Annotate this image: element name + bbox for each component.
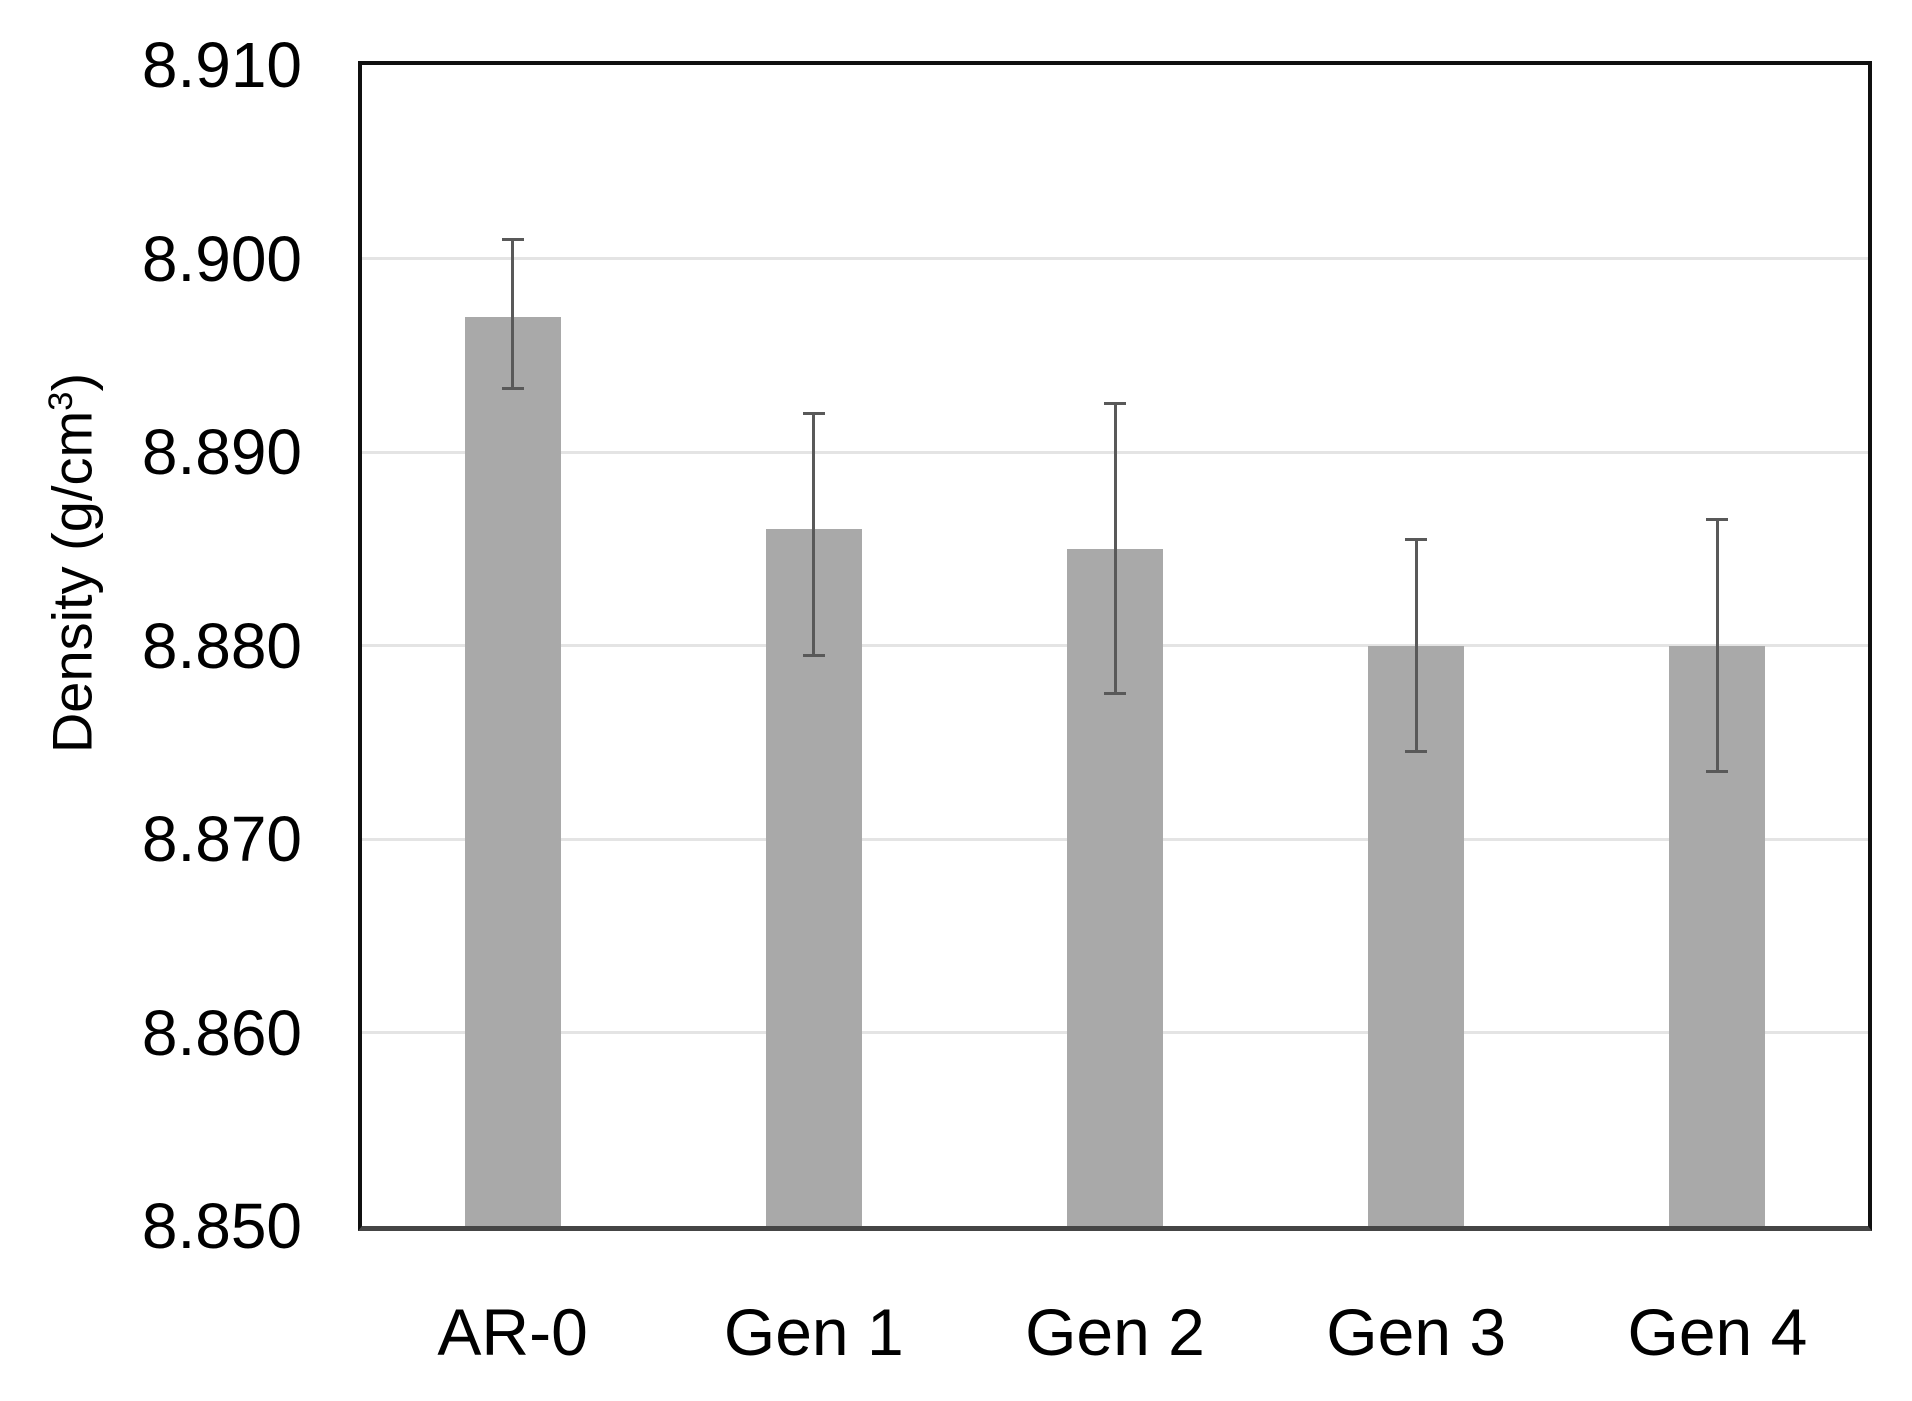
plot-inner <box>362 65 1868 1226</box>
x-axis-label-gen-1: Gen 1 <box>723 1295 904 1369</box>
y-axis-title-suffix: ) <box>40 372 104 392</box>
y-tick-label-8.900: 8.900 <box>141 222 302 295</box>
x-axis-label-ar-0: AR-0 <box>437 1295 588 1369</box>
y-tick-label-8.910: 8.910 <box>141 29 302 101</box>
gridline-8.900 <box>362 257 1868 260</box>
error-bar-gen-2 <box>1113 403 1117 694</box>
y-tick-label-8.850: 8.850 <box>141 1190 302 1262</box>
x-axis-label-gen-3: Gen 3 <box>1326 1295 1507 1369</box>
error-bar-top-cap-ar-0 <box>501 237 524 241</box>
error-bar-top-cap-gen-3 <box>1405 537 1428 541</box>
y-axis-title-superscript: 3 <box>41 391 80 411</box>
y-tick-label-8.860: 8.860 <box>141 996 302 1069</box>
x-axis-label-gen-4: Gen 4 <box>1627 1295 1808 1369</box>
error-bar-top-cap-gen-2 <box>1104 402 1126 406</box>
y-tick-label-8.880: 8.880 <box>141 609 302 682</box>
x-axis-label-gen-2: Gen 2 <box>1025 1295 1205 1369</box>
plot-area <box>358 61 1872 1231</box>
error-bar-bottom-cap-gen-3 <box>1405 750 1428 754</box>
error-bar-top-cap-gen-4 <box>1706 518 1729 522</box>
error-bar-bottom-cap-ar-0 <box>501 386 524 390</box>
error-bar-top-cap-gen-1 <box>802 411 825 415</box>
y-tick-label-8.870: 8.870 <box>141 803 302 875</box>
error-bar-ar-0 <box>511 239 515 389</box>
error-bar-gen-4 <box>1715 519 1719 772</box>
y-tick-label-8.890: 8.890 <box>141 416 302 488</box>
error-bar-bottom-cap-gen-4 <box>1706 769 1729 773</box>
error-bar-gen-1 <box>812 413 816 656</box>
error-bar-bottom-cap-gen-2 <box>1104 692 1126 696</box>
error-bar-bottom-cap-gen-1 <box>802 653 825 657</box>
error-bar-gen-3 <box>1414 539 1418 752</box>
bar-ar-0 <box>464 316 561 1226</box>
